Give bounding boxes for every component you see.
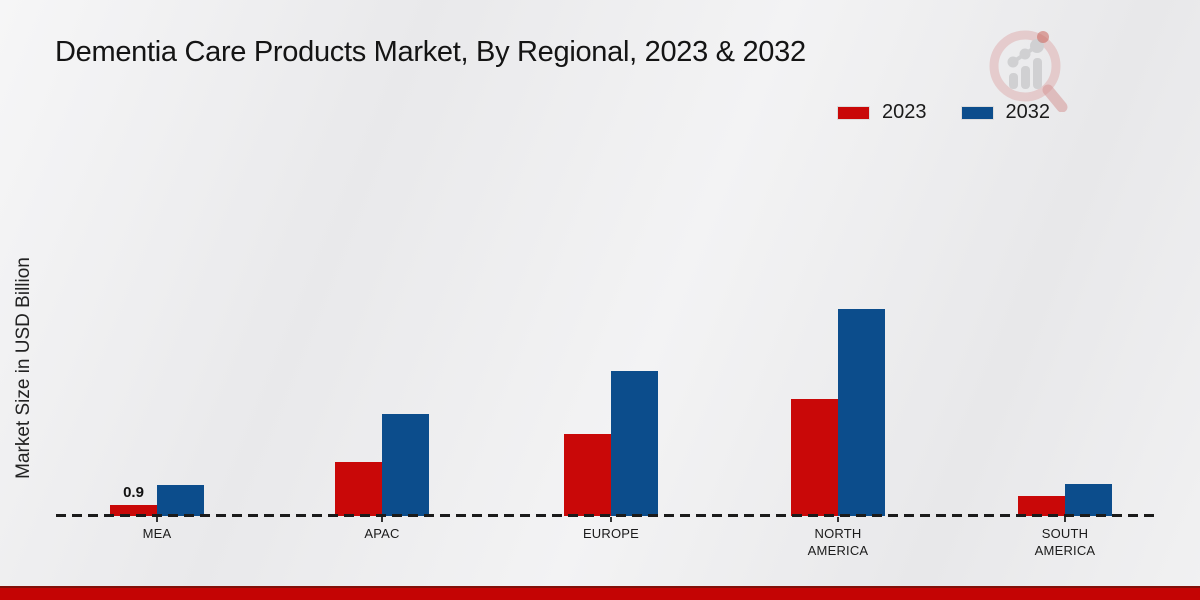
x-axis-tick <box>156 517 158 522</box>
x-axis-tick <box>837 517 839 522</box>
bar-south-america-2023 <box>1018 496 1065 516</box>
x-axis-label-europe: EUROPE <box>582 526 640 541</box>
x-axis-label-north-america: NORTH AMERICA <box>807 526 869 558</box>
bar-europe-2032 <box>611 371 658 516</box>
x-axis-tick <box>1064 517 1066 522</box>
bar-mea-2023 <box>110 505 157 516</box>
bar-europe-2023 <box>564 434 611 516</box>
x-axis-tick <box>381 517 383 522</box>
bar-mea-2032 <box>157 485 204 516</box>
legend-item-2032: 2032 <box>960 101 1051 124</box>
x-axis-label-south-america: SOUTH AMERICA <box>1034 526 1096 558</box>
bar-south-america-2032 <box>1065 484 1112 516</box>
legend-label-2023: 2023 <box>882 101 927 123</box>
legend: 2023 2032 <box>837 101 1050 124</box>
bar-apac-2023 <box>335 462 382 516</box>
data-label-mea-2023: 0.9 <box>123 484 144 501</box>
bar-apac-2032 <box>382 414 429 516</box>
legend-swatch-2023 <box>837 105 870 120</box>
magnifier-bar-chart-watermark-icon <box>989 30 1068 112</box>
bar-north-america-2032 <box>838 309 885 516</box>
legend-label-2032: 2032 <box>1005 101 1051 123</box>
x-axis-baseline <box>56 514 1160 517</box>
legend-item-2023: 2023 <box>837 101 927 124</box>
x-axis-tick <box>610 517 612 522</box>
x-axis-label-mea: MEA <box>142 526 172 541</box>
legend-swatch-2032 <box>960 105 994 120</box>
footer-band <box>0 586 1200 600</box>
x-axis-label-apac: APAC <box>364 526 400 541</box>
bar-north-america-2023 <box>791 399 838 516</box>
chart-title: Dementia Care Products Market, By Region… <box>55 36 806 68</box>
